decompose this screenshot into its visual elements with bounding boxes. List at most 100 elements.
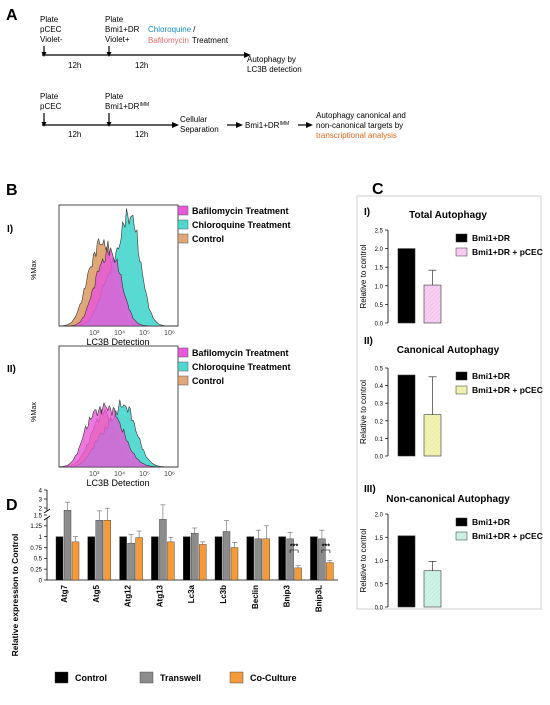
chart-d-bar-atg7-2 <box>63 510 72 581</box>
s2-step1-line1: Plate <box>40 92 59 101</box>
chart-d-significance-label: *** <box>290 544 298 551</box>
chart-d-legend-swatch-2 <box>139 671 154 684</box>
s1-step1-line2: pCEC <box>40 25 62 34</box>
s2-tick1-arrow-icon <box>41 122 47 127</box>
chart-d-bar-lc3b-3 <box>230 547 239 581</box>
chart-c-3-ytick-label: 2.0 <box>375 513 384 519</box>
chart-d-bar-atg13-2 <box>159 519 167 581</box>
chart-c-2: II) Canonical Autophagy 0.0 0.1 0.2 0.3 0.4 0.5… <box>359 336 543 461</box>
chart-c-1-ytick-label: 0.5 <box>375 303 384 309</box>
histogram-ii: II) %Max 10³ 10⁴ 10⁵ 10⁶ LC3B Detection <box>7 345 179 488</box>
panel-c-box <box>356 195 542 610</box>
chart-d-ytick-label: 1.5 <box>34 513 43 519</box>
chart-c-3: III) Non-canonical Autophagy 0.0 0.5 1.0 1.5 2… <box>359 484 543 612</box>
s2-step4-main: Bmi1+DR <box>245 121 280 130</box>
chart-d-category-label: Lc3a <box>187 584 196 603</box>
chart-c-3-sublabel: III) <box>364 484 376 495</box>
chart-d-category-label: Atg12 <box>124 584 133 607</box>
hist-i-tick-2: 10⁴ <box>114 328 125 337</box>
chart-d-bar-bnip3-3 <box>294 567 302 581</box>
hist-i-bafilomycin-curve <box>59 246 178 327</box>
s1-treatment-suffix: Treatment <box>192 36 229 45</box>
hist-ii-legend-bafilo: Bafilomycin Treatment <box>192 348 289 358</box>
chart-d-bar-atg7-1 <box>55 536 64 581</box>
chart-d-axis-break <box>43 508 51 514</box>
chart-d-category-label: Atg13 <box>155 584 164 607</box>
s2-step1-line2: pCEC <box>40 102 62 111</box>
chart-c-2-legend-swatch-2 <box>455 385 468 395</box>
chart-d-ytick-label: 4 <box>39 488 43 494</box>
chart-d-ytick-label: 0.25 <box>30 567 42 573</box>
hist-ii-xlabel: LC3B Detection <box>86 478 149 488</box>
chart-c-2-ytick-label: 0.2 <box>375 419 384 425</box>
chart-d-ytick-label: 1 <box>39 535 43 541</box>
chart-d-bar-lc3a-2 <box>190 533 199 581</box>
panel-d-chart: 0 0.25 0.5 0.75 1 1.25 1.52 3 4 Relative expressi… <box>10 488 338 684</box>
chart-d-bar-atg5-2 <box>95 520 104 581</box>
hist-ii-tick-3: 10⁵ <box>139 469 150 478</box>
hist-ii-legend-swatch-control <box>177 375 189 386</box>
hist-i-ylabel: %Max <box>29 260 38 280</box>
chart-d-bar-lc3a-1 <box>182 536 191 581</box>
hist-i-tick-4: 10⁶ <box>164 328 175 337</box>
s2-arrow2-head-icon <box>236 122 243 128</box>
s1-slash-text: / <box>193 25 196 34</box>
s1-step1-line3: Violet- <box>40 35 63 44</box>
hist-ii-legend-swatch-chloro <box>177 361 189 372</box>
chart-c-1-legend-1: Bmi1+DR <box>472 233 510 243</box>
hist-i-legend-swatch-bafilo <box>177 205 189 216</box>
chart-d-bar-lc3a-3 <box>198 544 207 581</box>
chart-c-1-ytick-label: 1.0 <box>375 284 384 290</box>
schema-row-1: Plate pCEC Violet- Plate Bmi1+DR Violet+… <box>40 15 302 74</box>
chart-c-3-legend-swatch-2 <box>455 531 468 541</box>
chart-d-bar-atg12-1 <box>119 536 127 581</box>
hist-ii-tick-2: 10⁴ <box>114 469 125 478</box>
hist-ii-legend-swatch-bafilo <box>177 347 189 358</box>
chart-d-bar-bnip3l-1 <box>310 536 318 581</box>
hist-ii-ylabel: %Max <box>29 402 38 422</box>
s2-time1: 12h <box>68 130 81 139</box>
chart-c-3-ytick-label: 0.5 <box>375 582 384 588</box>
chart-d-legend-2: Transwell <box>160 673 201 683</box>
chart-d-ytick-label: 0.5 <box>34 557 43 563</box>
s1-step1-line1: Plate <box>40 15 59 24</box>
chart-d-bar-beclin-2 <box>254 538 263 581</box>
chart-c-1-ylabel: Relative to control <box>359 244 368 308</box>
chart-c-1-legend-swatch-2 <box>455 247 468 257</box>
s1-step2-line3: Violet+ <box>105 35 130 44</box>
chart-c-1-ytick-label: 1.5 <box>375 266 384 272</box>
chart-d-ytick-label: 0.75 <box>30 546 42 552</box>
chart-d-legend-swatch-3 <box>229 671 244 684</box>
chart-c-1-ytick-label: 2.5 <box>375 229 384 235</box>
chart-c-2-ytick-label: 0.3 <box>375 402 384 408</box>
panel-c-charts: I) Total Autophagy 0.0 0.5 1.0 1.5 2.0 2.5 Relat… <box>359 207 543 612</box>
chart-d-bar-bnip3l-3 <box>326 562 334 581</box>
chart-c-2-ytick-label: 0.0 <box>375 455 384 461</box>
hist-ii-tick-4: 10⁶ <box>164 469 175 478</box>
chart-d-bar-lc3b-1 <box>214 536 223 581</box>
schema-row-2: Plate pCEC Plate Bmi1+DRIMM 12h 12h Cell… <box>40 92 406 140</box>
s1-step2-line1: Plate <box>105 15 124 24</box>
hist-i-tick-3: 10⁵ <box>139 328 150 337</box>
chart-d-ytick-label: 0 <box>39 578 43 584</box>
s1-chloroquine-text: Chloroquine <box>148 25 192 34</box>
chart-d-bar-lc3b-2 <box>222 531 231 581</box>
hist-i-legend-swatch-control <box>177 233 189 244</box>
chart-d-category-label: Atg7 <box>60 584 69 602</box>
chart-d-significance-label: *** <box>322 544 330 551</box>
chart-d-significance-bracket <box>289 549 299 553</box>
hist-i-legend-control: Control <box>192 234 224 244</box>
hist-i-tick-1: 10³ <box>89 328 100 337</box>
hist-ii-sublabel: II) <box>7 364 16 375</box>
chart-d-bar-atg12-3 <box>135 537 143 581</box>
chart-c-3-ytick-label: 1.5 <box>375 536 384 542</box>
chart-d-bar-beclin-1 <box>246 536 255 581</box>
s2-step3-line1: Cellular <box>180 115 207 124</box>
s2-tick2-arrow-icon <box>106 122 112 127</box>
chart-d-legend-3: Co-Culture <box>250 673 297 683</box>
s2-step4: Bmi1+DRIMM <box>245 121 289 130</box>
panel-c-label: C <box>372 181 384 198</box>
chart-d-category-label: Lc3b <box>219 585 228 604</box>
hist-ii-legend-chloro: Chloroquine Treatment <box>192 362 291 372</box>
chart-d-legend-swatch-1 <box>54 671 69 684</box>
